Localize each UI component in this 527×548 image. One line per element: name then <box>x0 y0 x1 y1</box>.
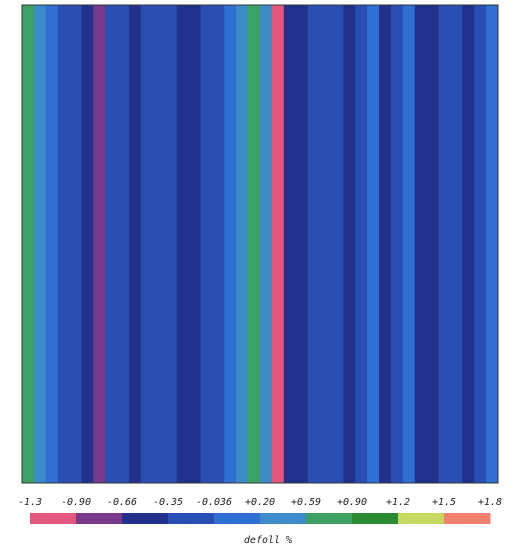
colorbar-segment <box>76 513 123 524</box>
heatmap-column <box>462 5 475 483</box>
heatmap-column <box>22 5 35 483</box>
colorbar-segment <box>444 513 491 524</box>
heatmap-column <box>164 5 178 483</box>
colorbar-segment <box>168 513 215 524</box>
colorbar-segment <box>306 513 353 524</box>
colorbar-tick-label: +1.8 <box>478 497 502 508</box>
map-border <box>21 4 499 484</box>
colorbar-tick-label: +0.90 <box>337 497 367 508</box>
colorbar-segment <box>30 513 77 524</box>
heatmap-column <box>152 5 166 483</box>
colorbar-segment <box>398 513 445 524</box>
heatmap-column <box>307 5 320 483</box>
heatmap-column <box>224 5 237 483</box>
heatmap-column <box>295 5 309 483</box>
colorbar-tick-label: +0.20 <box>245 497 275 508</box>
heatmap-column <box>248 5 261 483</box>
colorbar-segment <box>352 513 399 524</box>
colorbar: -1.3 -0.90 -0.66 -0.35 -0.036 +0.20 +0.59 +0.90… <box>18 497 502 524</box>
colorbar-tick-label: -1.3 <box>18 497 42 508</box>
heatmap-column <box>474 5 487 483</box>
heatmap-column <box>117 5 130 483</box>
colorbar-segment <box>214 513 261 524</box>
heatmap-column <box>176 5 190 483</box>
colorbar-tick-label: -0.35 <box>153 497 183 508</box>
heatmap-column <box>141 5 154 483</box>
heatmap-column <box>188 5 201 483</box>
heatmap-column <box>33 5 47 483</box>
colorbar-tick-label: +0.59 <box>291 497 321 508</box>
colorbar-segment <box>122 513 169 524</box>
heatmap-column <box>390 5 404 483</box>
heatmap-column <box>212 5 225 483</box>
heatmap-column <box>283 5 297 483</box>
heatmap-column <box>69 5 82 483</box>
heatmap-column <box>414 5 428 483</box>
colorbar-tick-label: -0.90 <box>61 497 91 508</box>
heatmap-column <box>343 5 356 483</box>
heatmap-column <box>93 5 106 483</box>
heatmap-column <box>331 5 344 483</box>
heatmap <box>22 5 499 483</box>
heatmap-column <box>486 5 499 483</box>
colorbar-tick-label: -0.036 <box>196 497 232 508</box>
heatmap-column <box>236 5 249 483</box>
colorbar-tick-label: +1.2 <box>386 497 410 508</box>
colorbar-segment <box>260 513 307 524</box>
heatmap-column <box>367 5 380 483</box>
heatmap-column <box>355 5 368 483</box>
heatmap-column <box>379 5 392 483</box>
heatmap-column <box>402 5 416 483</box>
heatmap-column <box>438 5 451 483</box>
colorbar-tick-label: -0.66 <box>107 497 137 508</box>
heatmap-column <box>57 5 71 483</box>
heatmap-column <box>129 5 142 483</box>
heatmap-column <box>426 5 439 483</box>
colorbar-label: defoll % <box>244 535 292 546</box>
heatmap-column <box>200 5 213 483</box>
heatmap-column <box>105 5 118 483</box>
heatmap-column <box>319 5 332 483</box>
heatmap-column <box>271 5 285 483</box>
heatmap-column <box>81 5 94 483</box>
heatmap-column <box>260 5 273 483</box>
colorbar-tick-label: +1.5 <box>432 497 456 508</box>
heatmap-column <box>45 5 59 483</box>
heatmap-column <box>450 5 463 483</box>
